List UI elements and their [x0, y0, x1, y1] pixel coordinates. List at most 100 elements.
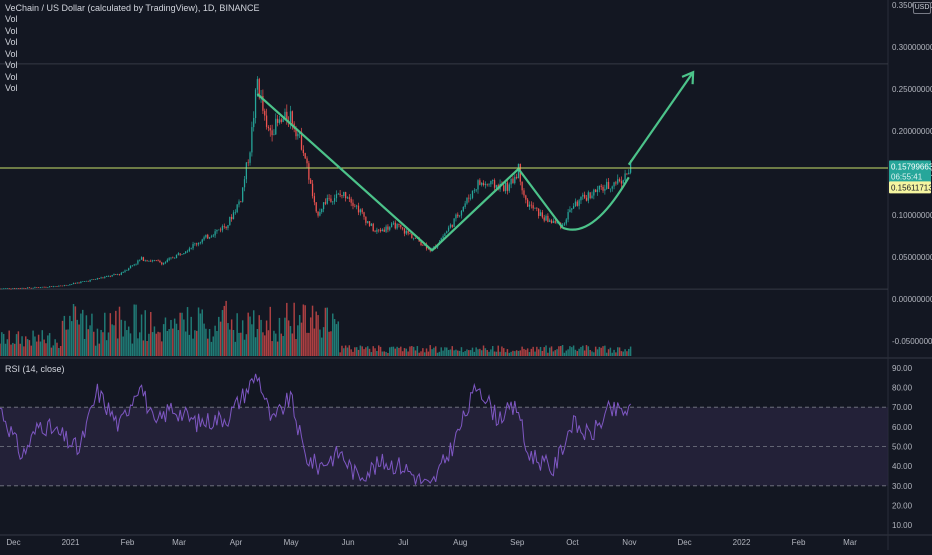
- candle-body: [48, 286, 51, 288]
- current-price-badge: 0.15799663: [891, 162, 932, 171]
- volume-bar: [460, 347, 463, 356]
- candle-body: [447, 227, 450, 232]
- volume-bar: [309, 317, 312, 356]
- candle-body: [159, 261, 161, 263]
- volume-bar: [482, 345, 485, 356]
- candle-body: [582, 194, 584, 197]
- volume-bar: [284, 317, 286, 356]
- volume-bar: [427, 351, 430, 356]
- candle-body: [470, 197, 472, 199]
- volume-bar: [221, 310, 224, 356]
- trendline[interactable]: [517, 168, 564, 229]
- volume-bar: [563, 352, 566, 356]
- volume-bars: [0, 300, 632, 356]
- volume-bar: [440, 347, 442, 356]
- volume-bar: [12, 342, 14, 356]
- candle-body: [628, 172, 630, 175]
- volume-bar: [4, 343, 7, 356]
- volume-bar: [341, 345, 343, 356]
- candle-body: [265, 115, 268, 127]
- candle-body: [398, 223, 400, 225]
- candle-body: [479, 180, 481, 185]
- time-tick-label: Jul: [398, 538, 408, 547]
- candle-body: [350, 198, 352, 203]
- candle-body: [482, 182, 485, 186]
- axes: 0.35000000 0.30000000 0.25000000 0.20000000…: [6, 1, 932, 547]
- candle-body: [32, 287, 34, 289]
- candle-body: [10, 288, 12, 290]
- candle-body: [547, 215, 549, 222]
- trendline[interactable]: [256, 93, 433, 252]
- price-tick-label: 0.35000000: [892, 1, 932, 10]
- candle-body: [466, 197, 468, 204]
- candle-body: [67, 285, 69, 286]
- candle-body: [210, 236, 213, 238]
- volume-bar: [550, 346, 553, 356]
- candle-body: [521, 181, 523, 191]
- candle-body: [324, 202, 327, 204]
- rsi-line: [0, 373, 631, 485]
- candle-body: [363, 212, 365, 217]
- trendline[interactable]: [431, 168, 520, 252]
- volume-bar: [457, 350, 459, 356]
- volume-bar: [304, 305, 306, 356]
- candle-body: [256, 79, 259, 90]
- candle-body: [600, 185, 602, 187]
- volume-bar: [486, 350, 488, 356]
- candle-body: [19, 288, 21, 289]
- candle-body: [400, 224, 402, 228]
- candle-body: [300, 131, 303, 150]
- candle-body: [317, 211, 319, 216]
- volume-bar: [521, 346, 523, 356]
- candle-body: [488, 184, 490, 185]
- candle-body: [282, 119, 284, 122]
- candle-body: [504, 182, 507, 192]
- volume-bar: [350, 349, 352, 356]
- volume-bar: [569, 346, 571, 356]
- volume-bar: [0, 343, 1, 356]
- curve-annotation[interactable]: [562, 176, 630, 231]
- candle-body: [153, 260, 156, 261]
- candle-body: [76, 282, 78, 284]
- price-tick-label: 0.30000000: [892, 43, 932, 52]
- volume-bar: [354, 347, 356, 356]
- volume-bar: [243, 339, 246, 356]
- volume-bar: [598, 346, 601, 356]
- volume-bar: [275, 333, 277, 356]
- volume-bar: [530, 348, 533, 356]
- candle-body: [626, 173, 628, 175]
- candle-body: [183, 253, 185, 255]
- candle-body: [128, 268, 130, 271]
- time-tick-label: Dec: [6, 538, 20, 547]
- volume-bar: [567, 349, 569, 356]
- candle-body: [572, 206, 575, 209]
- volume-bar: [293, 302, 295, 356]
- volume-bar: [1, 332, 3, 356]
- volume-bar: [234, 341, 237, 356]
- volume-bar: [76, 319, 78, 356]
- volume-bar: [36, 341, 38, 356]
- volume-bar: [89, 325, 91, 356]
- volume-bar: [188, 334, 191, 356]
- volume-bar: [462, 352, 465, 356]
- volume-bar: [131, 343, 134, 356]
- volume-bar: [497, 345, 499, 356]
- volume-bar: [219, 321, 222, 356]
- time-tick-label: Sep: [510, 538, 525, 547]
- currency-badge[interactable]: USD: [913, 2, 931, 14]
- candle-body: [315, 202, 317, 212]
- candle-body: [624, 173, 626, 181]
- candle-body: [306, 158, 308, 164]
- candle-body: [157, 260, 159, 262]
- candle-body: [8, 288, 10, 289]
- candle-body: [333, 198, 336, 202]
- volume-bar: [184, 331, 187, 356]
- volume-bar: [249, 316, 251, 356]
- volume-bar: [400, 346, 402, 356]
- volume-bar: [205, 328, 207, 356]
- arrow-line[interactable]: [627, 71, 695, 166]
- volume-bar: [504, 352, 507, 356]
- candle-body: [41, 286, 43, 288]
